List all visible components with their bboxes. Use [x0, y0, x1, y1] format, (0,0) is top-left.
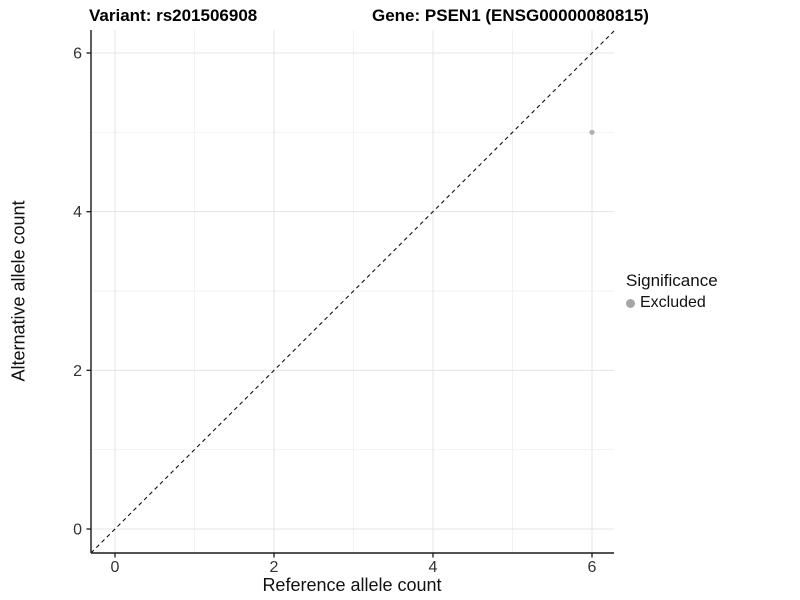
x-tick-label: 2: [270, 559, 279, 576]
legend-title: Significance: [626, 271, 718, 290]
legend-item-excluded: Excluded: [626, 294, 718, 312]
x-tick-label: 6: [588, 559, 597, 576]
y-tick-label: 0: [73, 522, 82, 539]
x-tick-label: 4: [429, 559, 438, 576]
x-axis-label: Reference allele count: [262, 575, 442, 595]
legend-item-label: Excluded: [640, 294, 706, 311]
x-tick-label: 0: [111, 559, 120, 576]
legend-point-icon: [626, 298, 635, 308]
plot-title-variant: Variant: rs201506908: [89, 6, 258, 25]
data-point: [589, 129, 595, 135]
y-tick-label: 2: [73, 363, 82, 380]
legend: Significance Excluded: [626, 271, 718, 312]
identity-line: [90, 30, 615, 554]
y-tick-label: 4: [73, 204, 82, 221]
y-tick-label: 6: [73, 46, 82, 63]
plot-title-gene: Gene: PSEN1 (ENSG00000080815): [372, 6, 649, 25]
